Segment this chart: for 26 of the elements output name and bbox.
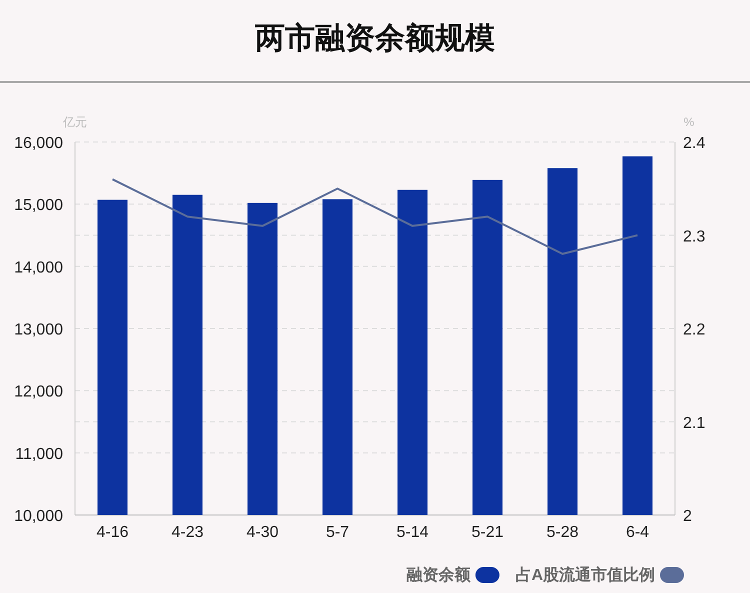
y-tick-label: 14,000: [14, 259, 64, 276]
x-tick-label: 4-23: [171, 524, 204, 541]
y-tick-label: 16,000: [14, 135, 64, 152]
y-axis-title: 亿元: [62, 115, 87, 129]
y2-axis-title: %: [684, 115, 695, 129]
y2-tick-label: 2.3: [683, 228, 706, 246]
y-tick-label: 12,000: [14, 384, 64, 401]
legend-label: 融资余额: [406, 566, 472, 584]
y-tick-label: 13,000: [14, 322, 64, 338]
y-tick-label: 10,000: [14, 508, 64, 525]
y2-tick-label: 2.4: [683, 135, 706, 152]
x-tick-label: 4-16: [96, 524, 129, 541]
y-tick-label: 15,000: [14, 197, 64, 214]
y-tick-label: 11,000: [15, 446, 64, 463]
y2-tick-label: 2: [683, 508, 692, 525]
y2-tick-label: 2.1: [683, 414, 706, 432]
x-tick-label: 5-7: [326, 524, 350, 541]
chart-title: 两市融资余额规模: [254, 21, 495, 55]
x-tick-label: 4-30: [246, 524, 279, 541]
x-tick-label: 5-14: [396, 524, 429, 541]
legend-label: 占A股流通市值比例: [515, 565, 655, 584]
x-tick-label: 6-4: [626, 524, 650, 541]
x-tick-label: 5-28: [546, 524, 579, 541]
x-tick-label: 5-21: [471, 524, 504, 541]
y2-tick-label: 2.2: [683, 322, 706, 338]
line-series: [112, 178, 638, 255]
